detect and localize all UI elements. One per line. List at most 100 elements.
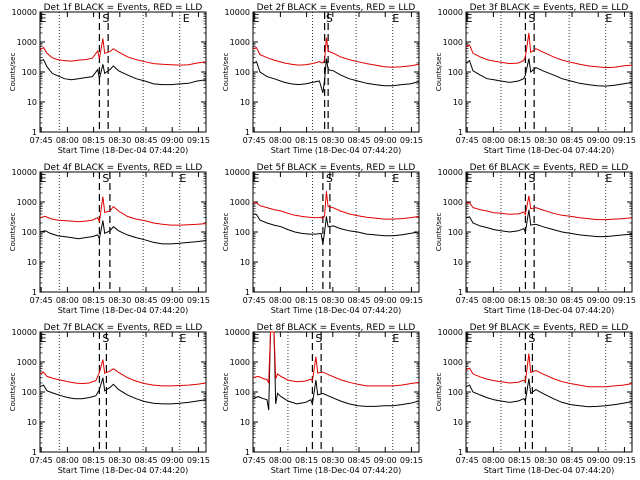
y-tick-label: 10000 — [225, 8, 250, 17]
plot-frame — [39, 171, 207, 293]
marker-letter-e: E — [392, 332, 399, 345]
panel-title: Det 2f BLACK = Events, RED = LLD — [257, 3, 416, 13]
y-tick-label: 1 — [32, 128, 37, 137]
marker-letter-e: E — [183, 12, 190, 25]
panel-det-7: Det 7f BLACK = Events, RED = LLD 1 10 100 10… — [9, 323, 210, 475]
y-tick-label: 10 — [453, 418, 463, 427]
y-tick-label: 10000 — [438, 8, 463, 17]
x-tick-label: 07:45 — [30, 456, 53, 465]
marker-letter-e: E — [179, 332, 186, 345]
x-tick-label: 09:15 — [613, 296, 636, 305]
x-tick-label: 08:15 — [508, 456, 531, 465]
marker-letter-e: E — [253, 12, 260, 25]
x-tick-label: 08:45 — [134, 296, 157, 305]
y-tick-label: 10000 — [12, 8, 37, 17]
panel-det-8: Det 8f BLACK = Events, RED = LLD 1 10 100 10… — [222, 323, 423, 475]
y-tick-label: 100 — [22, 388, 37, 397]
x-tick-label: 09:00 — [374, 136, 397, 145]
x-axis-label: Start Time (18-Dec-04 07:44:20) — [58, 306, 189, 315]
y-tick-label: 1000 — [17, 198, 37, 207]
marker-letter-e: E — [40, 172, 47, 185]
y-tick-label: 1 — [458, 288, 463, 297]
x-tick-label: 08:15 — [82, 296, 105, 305]
marker-letter-s: S — [528, 12, 535, 25]
x-tick-label: 08:45 — [347, 136, 370, 145]
x-axis-label: Start Time (18-Dec-04 07:44:20) — [484, 146, 615, 155]
y-axis-label: Counts/sec — [435, 213, 443, 252]
marker-letter-e: E — [253, 172, 260, 185]
x-tick-label: 08:30 — [321, 136, 344, 145]
y-tick-label: 10 — [240, 258, 250, 267]
x-axis-label: Start Time (18-Dec-04 07:44:20) — [271, 306, 402, 315]
panel-det-5: Det 5f BLACK = Events, RED = LLD 1 10 100 10… — [222, 163, 423, 315]
x-tick-label: 08:00 — [56, 296, 79, 305]
x-tick-label: 09:15 — [613, 456, 636, 465]
marker-letter-e: E — [40, 332, 47, 345]
x-tick-label: 08:30 — [534, 136, 557, 145]
series-lld-line — [252, 37, 420, 68]
x-tick-label: 09:15 — [613, 136, 636, 145]
marker-letter-e: E — [605, 12, 612, 25]
y-tick-label: 1000 — [230, 38, 250, 47]
panel-title: Det 6f BLACK = Events, RED = LLD — [470, 163, 629, 173]
marker-letter-e: E — [466, 332, 473, 345]
x-tick-label: 08:30 — [321, 296, 344, 305]
x-axis-label: Start Time (18-Dec-04 07:44:20) — [484, 306, 615, 315]
y-tick-label: 1 — [458, 128, 463, 137]
panel-title: Det 5f BLACK = Events, RED = LLD — [257, 163, 416, 173]
marker-letter-s: S — [528, 332, 535, 345]
x-axis-label: Start Time (18-Dec-04 07:44:20) — [58, 146, 189, 155]
y-tick-label: 100 — [22, 68, 37, 77]
marker-letter-s: S — [102, 172, 109, 185]
x-tick-label: 07:45 — [243, 296, 266, 305]
x-tick-label: 08:45 — [560, 456, 583, 465]
panel-det-9: Det 9f BLACK = Events, RED = LLD 1 10 100 10… — [435, 323, 636, 475]
y-axis-label: Counts/sec — [435, 373, 443, 412]
y-tick-label: 10000 — [225, 168, 250, 177]
x-tick-label: 07:45 — [30, 296, 53, 305]
y-tick-label: 100 — [448, 228, 463, 237]
x-tick-label: 09:00 — [374, 456, 397, 465]
y-tick-label: 1000 — [17, 358, 37, 367]
y-tick-label: 1 — [32, 448, 37, 457]
y-tick-label: 1 — [458, 448, 463, 457]
marker-letter-s: S — [102, 12, 109, 25]
x-axis-label: Start Time (18-Dec-04 07:44:20) — [271, 146, 402, 155]
series-lld-line — [39, 196, 207, 226]
marker-letter-e: E — [605, 172, 612, 185]
series-lld-line — [465, 32, 633, 69]
y-axis-label: Counts/sec — [222, 213, 230, 252]
series-events-line — [465, 378, 633, 408]
panel-title: Det 4f BLACK = Events, RED = LLD — [44, 163, 203, 173]
x-tick-label: 08:00 — [269, 136, 292, 145]
panel-title: Det 9f BLACK = Events, RED = LLD — [470, 323, 629, 333]
plot-frame — [252, 331, 420, 453]
series-lld-line — [39, 359, 207, 387]
y-tick-label: 100 — [235, 388, 250, 397]
x-tick-label: 07:45 — [456, 296, 479, 305]
series-events-line — [39, 220, 207, 245]
series-lld-line — [465, 195, 633, 221]
y-tick-label: 10000 — [438, 328, 463, 337]
marker-letter-e: E — [392, 172, 399, 185]
x-tick-label: 08:30 — [108, 456, 131, 465]
x-axis-label: Start Time (18-Dec-04 07:44:20) — [58, 466, 189, 475]
x-tick-label: 08:15 — [82, 136, 105, 145]
marker-letter-s: S — [315, 332, 322, 345]
x-tick-label: 08:30 — [534, 456, 557, 465]
x-tick-label: 08:45 — [347, 456, 370, 465]
x-tick-label: 08:00 — [56, 456, 79, 465]
plot-frame — [465, 331, 633, 453]
y-tick-label: 1000 — [443, 38, 463, 47]
x-tick-label: 07:45 — [456, 456, 479, 465]
y-tick-label: 10 — [27, 418, 37, 427]
marker-letter-e: E — [40, 12, 47, 25]
x-tick-label: 07:45 — [456, 136, 479, 145]
x-tick-label: 09:15 — [400, 296, 423, 305]
y-tick-label: 1 — [32, 288, 37, 297]
y-tick-label: 1000 — [230, 198, 250, 207]
marker-letter-s: S — [326, 12, 333, 25]
y-tick-label: 100 — [235, 68, 250, 77]
y-tick-label: 10 — [453, 258, 463, 267]
